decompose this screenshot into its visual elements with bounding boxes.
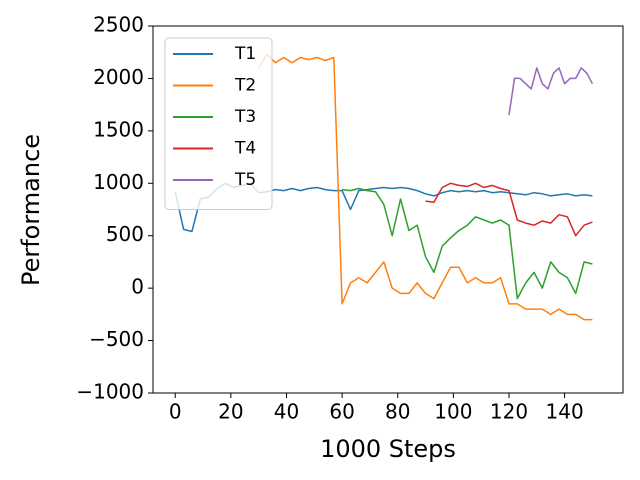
x-tick-label: 20 <box>218 400 243 424</box>
series-line <box>425 182 593 237</box>
series-line <box>342 187 593 300</box>
x-tick-label: 100 <box>434 400 472 424</box>
legend-label: T2 <box>234 76 256 96</box>
y-tick-label: −1000 <box>76 380 144 404</box>
plot-frame <box>152 25 624 394</box>
x-tick-label: 0 <box>169 400 182 424</box>
y-tick-label: 2500 <box>93 13 144 37</box>
legend-label: T1 <box>234 44 256 64</box>
x-tick-label: 80 <box>385 400 410 424</box>
legend-label: T4 <box>234 139 256 159</box>
y-tick-label: −500 <box>89 327 144 351</box>
series-line <box>258 53 593 321</box>
x-tick-label: 60 <box>329 400 354 424</box>
y-axis-label: Performance <box>17 134 45 286</box>
series-line <box>508 67 594 116</box>
legend-box <box>164 37 273 210</box>
x-axis-label: 1000 Steps <box>320 435 456 463</box>
legend-label: T5 <box>234 170 256 190</box>
x-tick-label: 120 <box>490 400 528 424</box>
legend-label: T3 <box>234 107 256 127</box>
y-tick-label: 0 <box>131 275 144 299</box>
y-tick-label: 500 <box>106 222 144 246</box>
y-tick-label: 2000 <box>93 65 144 89</box>
x-tick-label: 40 <box>274 400 299 424</box>
y-tick-label: 1500 <box>93 117 144 141</box>
x-tick-label: 140 <box>546 400 584 424</box>
y-tick-label: 1000 <box>93 170 144 194</box>
